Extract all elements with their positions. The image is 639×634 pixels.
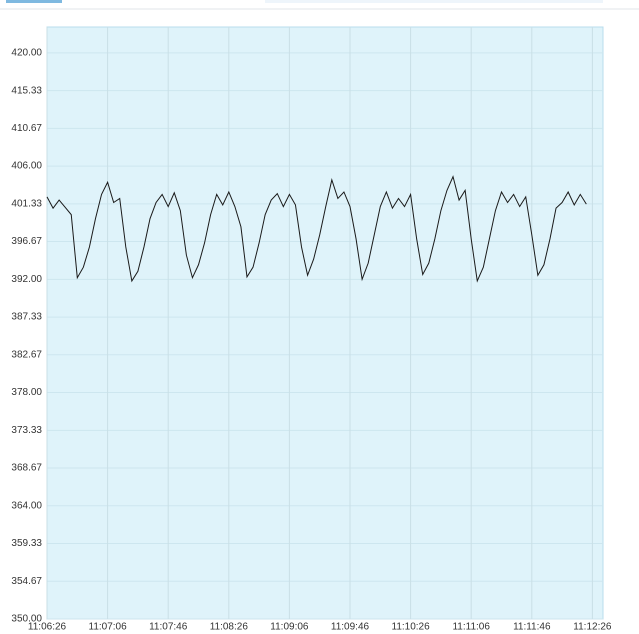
x-tick-label: 11:07:46 (149, 622, 188, 633)
y-tick-label: 378.00 (11, 387, 42, 398)
y-tick-label: 368.67 (11, 463, 42, 474)
y-tick-label: 396.67 (11, 236, 42, 247)
x-tick-label: 11:08:26 (210, 622, 249, 633)
y-tick-label: 401.33 (11, 199, 42, 210)
x-tick-label: 11:09:06 (270, 622, 309, 633)
x-tick-label: 11:12:26 (573, 622, 612, 633)
y-tick-label: 354.67 (11, 576, 42, 587)
x-tick-label: 11:11:46 (513, 622, 551, 633)
x-tick-label: 11:06:26 (28, 622, 67, 633)
x-tick-label: 11:10:26 (392, 622, 431, 633)
y-tick-label: 350.00 (11, 614, 42, 625)
data-line (46, 175, 587, 283)
plot-background (46, 26, 604, 620)
y-tick-label: 364.00 (11, 500, 42, 511)
y-tick-label: 359.33 (11, 538, 42, 549)
y-tick-label: 415.33 (11, 85, 42, 96)
x-tick-label: 11:11:06 (452, 622, 490, 633)
toolbar-field[interactable] (265, 0, 603, 3)
x-tick-label: 11:09:46 (331, 622, 370, 633)
toolbar-link[interactable] (6, 0, 62, 3)
x-tick-label: 11:07:06 (89, 622, 128, 633)
y-tick-label: 410.67 (11, 123, 42, 134)
plot-area: 350.00 354.67 359.33 364.00 368.67 373.33 378.… (11, 26, 612, 633)
y-tick-label: 392.00 (11, 274, 42, 285)
y-tick-label: 420.00 (11, 48, 42, 59)
y-tick-label: 406.00 (11, 161, 42, 172)
y-tick-label: 382.67 (11, 349, 42, 360)
y-tick-label: 373.33 (11, 425, 42, 436)
y-tick-label: 387.33 (11, 312, 42, 323)
